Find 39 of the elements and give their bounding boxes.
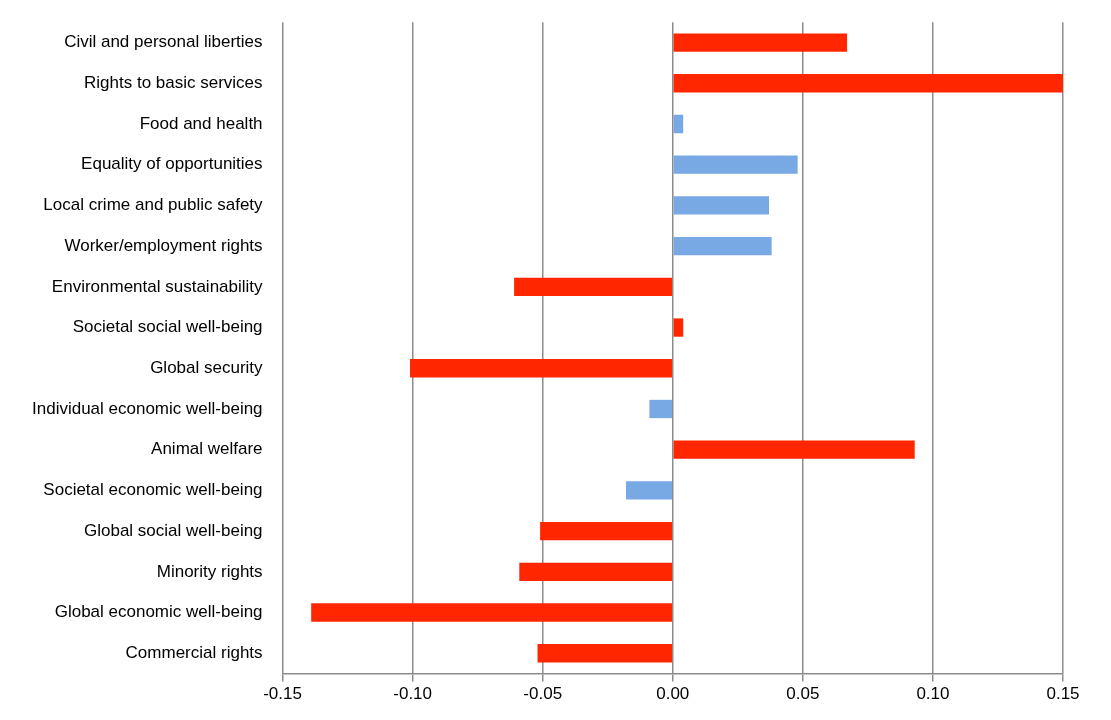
- x-tick-label: 0.15: [1046, 684, 1080, 704]
- bar: [673, 33, 848, 52]
- y-tick-label: Civil and personal liberties: [64, 32, 263, 52]
- bar: [537, 644, 673, 663]
- x-tick-label: 0.00: [656, 684, 690, 704]
- bar: [673, 318, 684, 337]
- bar: [673, 74, 1063, 93]
- x-tick-label: 0.05: [786, 684, 820, 704]
- y-tick-label: Commercial rights: [125, 642, 263, 662]
- x-tick-label: -0.05: [523, 684, 563, 704]
- y-tick-label: Animal welfare: [151, 439, 263, 459]
- bar: [673, 440, 915, 459]
- bar: [519, 562, 673, 581]
- y-tick-label: Global social well-being: [83, 520, 263, 540]
- bar: [673, 196, 770, 215]
- bar: [311, 603, 673, 622]
- y-tick-label: Individual economic well-being: [31, 398, 263, 418]
- x-tick-label: 0.10: [916, 684, 950, 704]
- bar: [625, 481, 673, 500]
- y-tick-label: Environmental sustainability: [51, 276, 264, 296]
- bar: [673, 114, 684, 134]
- y-tick-label: Global economic well-being: [54, 602, 263, 622]
- x-tick-label: -0.15: [263, 684, 302, 704]
- bar: [673, 236, 772, 256]
- bar: [514, 277, 673, 296]
- x-tick-label: -0.10: [393, 684, 433, 704]
- bar: [673, 155, 798, 174]
- bar: [649, 399, 673, 419]
- y-tick-label: Worker/employment rights: [64, 235, 263, 255]
- y-tick-label: Societal social well-being: [72, 317, 263, 337]
- bar: [540, 521, 673, 541]
- y-tick-label: Food and health: [139, 113, 263, 133]
- bar: [410, 359, 673, 378]
- y-tick-label: Societal economic well-being: [43, 480, 263, 500]
- y-tick-label: Global security: [150, 357, 264, 377]
- y-tick-label: Minority rights: [156, 561, 263, 581]
- y-tick-label: Local crime and public safety: [43, 195, 264, 215]
- y-tick-label: Equality of opportunities: [81, 154, 263, 174]
- y-tick-label: Rights to basic services: [83, 72, 263, 92]
